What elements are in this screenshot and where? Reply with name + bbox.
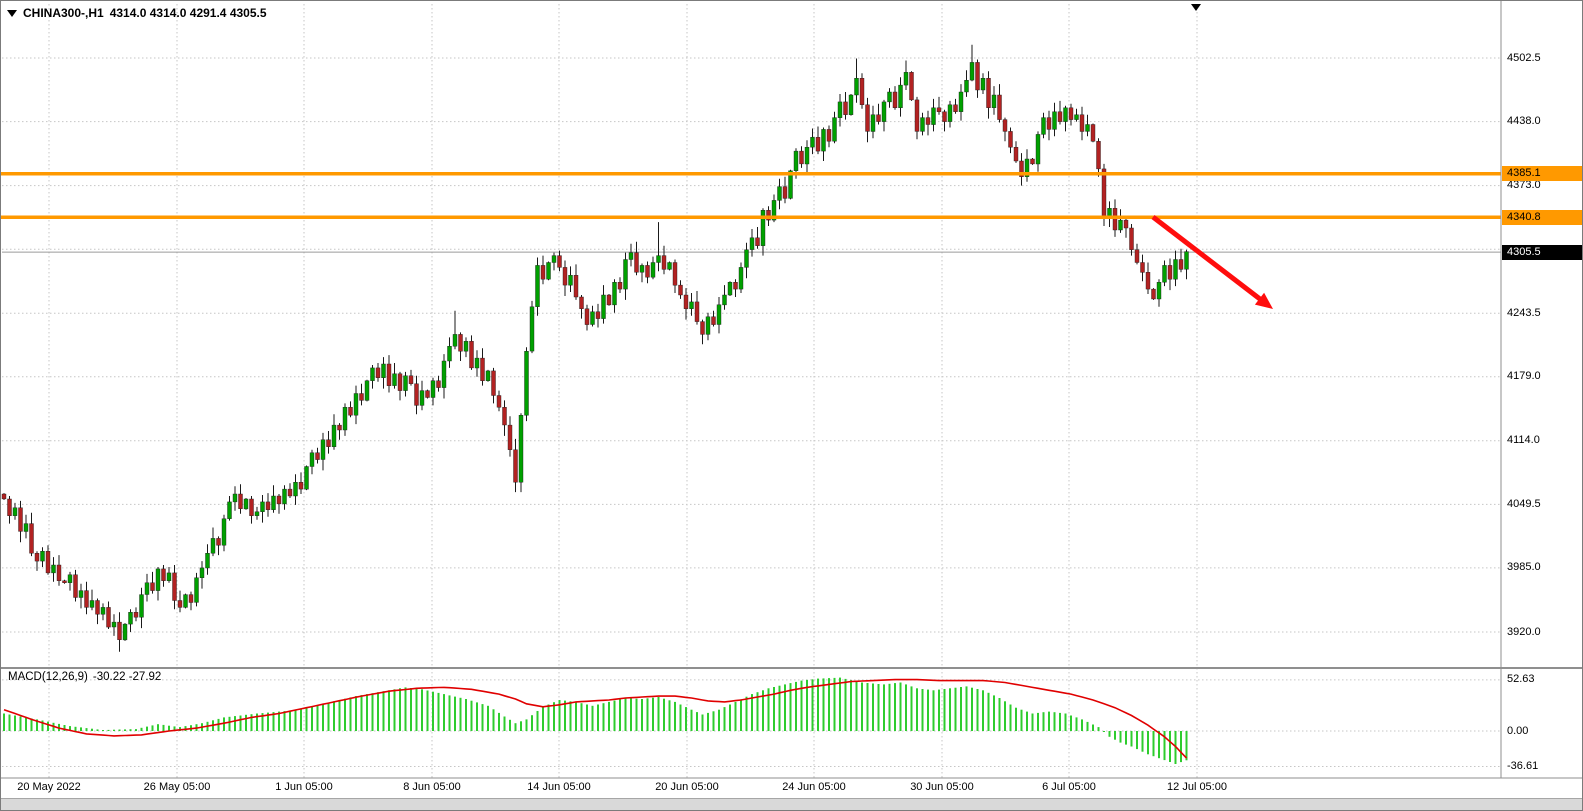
price-axis-label: 4049.5 <box>1507 497 1541 510</box>
macd-name-label: MACD(12,26,9) <box>8 671 88 683</box>
macd-indicator-label: MACD(12,26,9) -30.22 -27.92 <box>8 671 166 683</box>
price-axis-label: 4502.5 <box>1507 51 1541 64</box>
time-axis-label: 20 Jun 05:00 <box>655 781 719 793</box>
macd-values-label: -30.22 -27.92 <box>92 671 162 683</box>
ohlc-values: 4314.0 4314.0 4291.4 4305.5 <box>109 6 267 20</box>
horizontal-scrollbar[interactable] <box>1 798 1582 810</box>
triangle-down-icon <box>7 10 17 17</box>
chart-ohlc-header: CHINA300-,H1 4314.0 4314.0 4291.4 4305.5 <box>23 6 273 20</box>
price-axis-label: 3920.0 <box>1507 625 1541 638</box>
macd-axis-label: 52.63 <box>1507 673 1535 686</box>
symbol-dropdown-icon[interactable] <box>7 10 17 17</box>
time-axis-label: 20 May 2022 <box>17 781 81 793</box>
macd-axis-label: 0.00 <box>1507 724 1529 737</box>
current-price-badge: 4305.5 <box>1502 244 1582 260</box>
price-axis-label: 4179.0 <box>1507 370 1541 383</box>
macd-histogram <box>3 677 1188 764</box>
time-axis-label: 24 Jun 05:00 <box>782 781 846 793</box>
time-axis-label: 30 Jun 05:00 <box>910 781 974 793</box>
candlestick-series <box>1 44 1189 652</box>
price-axis-label: 4438.0 <box>1507 115 1541 128</box>
symbol-timeframe-label: CHINA300-,H1 <box>23 6 104 20</box>
trend-arrow[interactable] <box>1151 215 1273 309</box>
price-axis-label: 4243.5 <box>1507 306 1541 319</box>
time-axis-label: 6 Jul 05:00 <box>1042 781 1096 793</box>
chart-shift-marker-icon[interactable] <box>1191 4 1201 11</box>
macd-signal-line <box>3 678 1188 759</box>
time-axis-label: 12 Jul 05:00 <box>1167 781 1227 793</box>
time-axis-label: 1 Jun 05:00 <box>275 781 333 793</box>
time-axis-label: 8 Jun 05:00 <box>403 781 461 793</box>
triangle-down-icon <box>1191 4 1201 11</box>
time-axis-label: 14 Jun 05:00 <box>527 781 591 793</box>
price-axis-label: 4114.0 <box>1507 434 1540 447</box>
macd-axis-label: -36.61 <box>1507 760 1539 772</box>
time-axis-label: 26 May 05:00 <box>143 781 211 793</box>
price-axis-label: 3985.0 <box>1507 561 1541 574</box>
price-axis-label: 4373.0 <box>1507 179 1541 192</box>
level-price-badge: 4385.1 <box>1502 166 1582 182</box>
level-price-badge: 4340.8 <box>1502 209 1582 225</box>
